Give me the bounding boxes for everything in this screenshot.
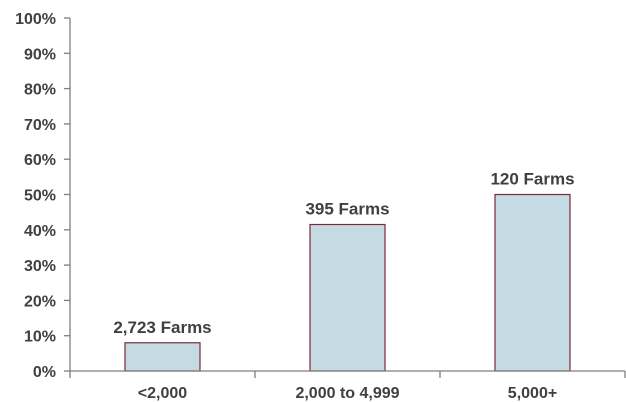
x-category-label: <2,000	[138, 385, 187, 402]
y-tick-label: 60%	[24, 152, 56, 169]
y-tick-label: 80%	[24, 82, 56, 99]
y-tick-label: 20%	[24, 293, 56, 310]
bar-data-label: 120 Farms	[490, 170, 574, 189]
bar-data-label: 2,723 Farms	[113, 318, 211, 337]
bar	[309, 223, 386, 372]
y-tick-label: 90%	[24, 46, 56, 63]
y-tick-label: 70%	[24, 117, 56, 134]
bar	[494, 193, 571, 372]
bar	[124, 342, 201, 372]
y-tick-label: 50%	[24, 188, 56, 205]
y-tick-label: 10%	[24, 329, 56, 346]
y-tick-label: 0%	[33, 364, 56, 381]
y-tick-label: 100%	[15, 11, 56, 28]
y-tick-label: 40%	[24, 223, 56, 240]
y-tick-label: 30%	[24, 258, 56, 275]
y-axis-ticks: 0% 10% 20% 30% 40% 50% 60% 70% 80% 90% 100%	[15, 11, 70, 381]
data-labels: 2,723 Farms 395 Farms 120 Farms	[113, 170, 574, 337]
bars	[124, 193, 571, 372]
bar-data-label: 395 Farms	[305, 200, 389, 219]
x-axis-category-labels: <2,000 2,000 to 4,999 5,000+	[69, 371, 626, 402]
x-category-label: 2,000 to 4,999	[295, 385, 399, 402]
x-category-label: 5,000+	[508, 385, 557, 402]
